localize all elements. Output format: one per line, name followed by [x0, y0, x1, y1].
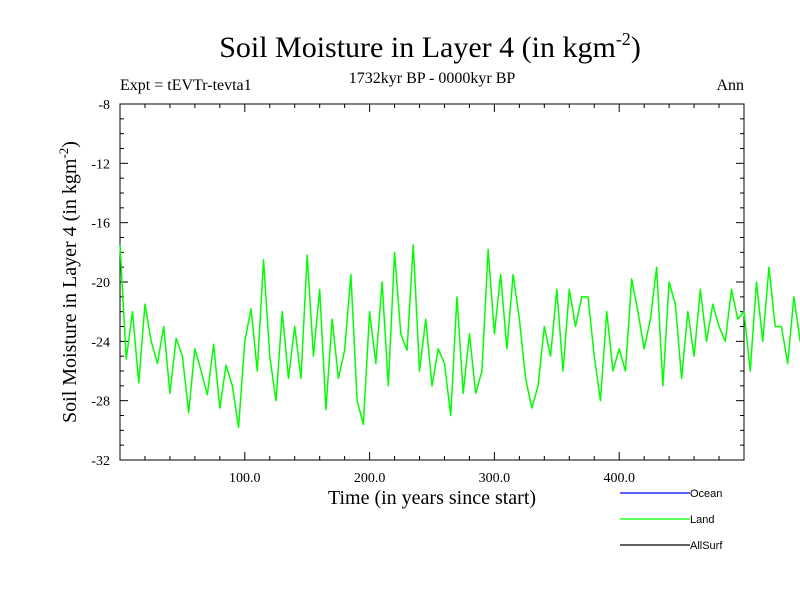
period-label: 1732kyr BP - 0000kyr BP: [349, 70, 516, 87]
y-tick-label: -28: [91, 395, 110, 410]
legend-label-ocean: Ocean: [690, 488, 722, 500]
x-tick-label: 400.0: [603, 471, 635, 486]
season-label: Ann: [716, 77, 744, 94]
y-axis: -32 -28 -24 -20 -16 -12 -8: [91, 98, 744, 469]
y-tick-label: -20: [91, 276, 110, 291]
plot-frame: [119, 103, 745, 461]
experiment-label: Expt = tEVTr-tevta1: [120, 77, 252, 94]
y-axis-label: Soil Moisture in Layer 4 (in kgm-2): [56, 141, 81, 423]
x-axis-label: Time (in years since start): [328, 487, 536, 509]
legend: Ocean Land AllSurf: [620, 488, 723, 552]
chart-title: Soil Moisture in Layer 4 (in kgm-2): [219, 29, 641, 64]
x-tick-label: 200.0: [354, 471, 386, 486]
series-layer: [119, 244, 800, 429]
y-tick-label: -16: [91, 217, 110, 232]
legend-label-land: Land: [690, 514, 714, 526]
x-tick-label: 300.0: [479, 471, 511, 486]
series-line-land: [119, 244, 800, 429]
y-tick-label: -12: [91, 157, 110, 172]
legend-label-allsurf: AllSurf: [690, 540, 723, 552]
y-tick-label: -24: [91, 335, 110, 350]
x-axis: 100.0 200.0 300.0 400.0: [144, 104, 720, 486]
y-tick-label: -8: [98, 98, 110, 113]
y-tick-label: -32: [91, 454, 110, 469]
x-tick-label: 100.0: [229, 471, 261, 486]
